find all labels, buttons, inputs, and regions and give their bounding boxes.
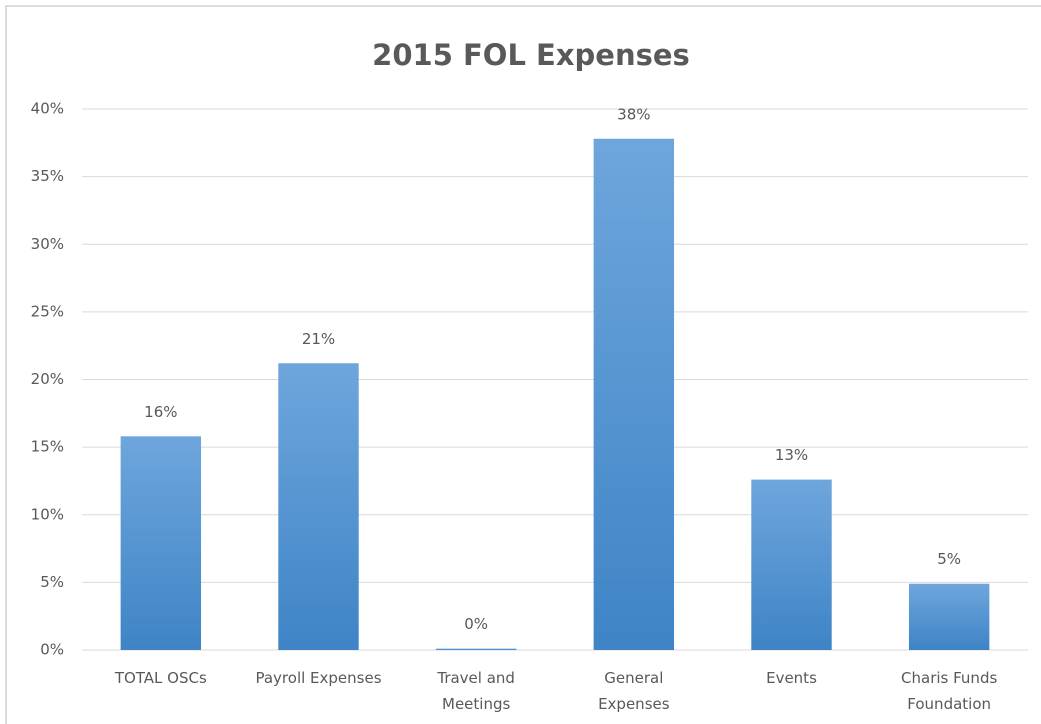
data-label: 16%: [144, 403, 177, 421]
data-label: 5%: [937, 550, 961, 568]
chart-title: 2015 FOL Expenses: [372, 38, 690, 72]
x-tick-label: Payroll Expenses: [255, 669, 382, 687]
y-tick-label: 25%: [31, 302, 64, 320]
y-tick-label: 10%: [31, 505, 64, 523]
bar: [435, 648, 517, 650]
data-label: 21%: [302, 330, 335, 348]
y-tick-label: 0%: [40, 641, 64, 659]
bar: [908, 583, 990, 650]
y-tick-label: 5%: [40, 573, 64, 591]
x-tick-label: Travel and Meetings: [437, 669, 515, 713]
bar: [751, 479, 832, 650]
bar: [120, 436, 202, 650]
x-tick-label: Events: [766, 669, 817, 687]
y-tick-label: 40%: [31, 100, 64, 118]
data-label: 38%: [617, 105, 650, 123]
y-tick-label: 20%: [31, 370, 64, 388]
x-tick-label: General Expenses: [598, 669, 670, 713]
y-tick-label: 15%: [31, 438, 64, 456]
data-label: 13%: [775, 446, 808, 464]
x-tick-label: TOTAL OSCs: [114, 669, 207, 687]
data-label: 0%: [464, 615, 488, 633]
y-tick-label: 35%: [31, 167, 64, 185]
bar: [593, 138, 675, 650]
bar: [278, 363, 359, 650]
y-tick-label: 30%: [31, 235, 64, 253]
x-tick-label: Charis Funds Foundation: [901, 669, 998, 713]
